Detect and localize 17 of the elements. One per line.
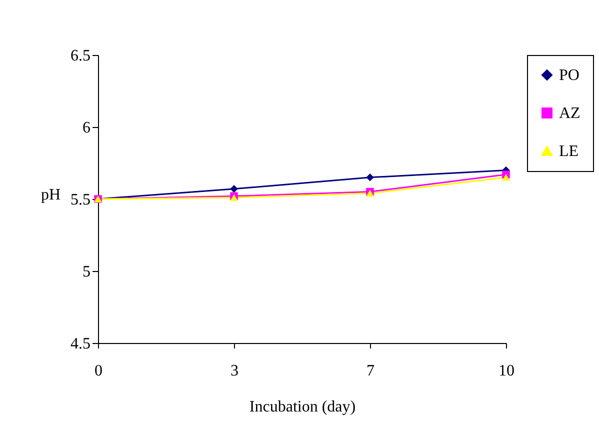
point bbox=[502, 174, 510, 181]
point bbox=[230, 185, 238, 193]
x-tick-label: 0 bbox=[94, 362, 102, 380]
y-tick-label: 6.5 bbox=[70, 48, 90, 64]
x-tick-label: 10 bbox=[498, 362, 514, 380]
y-axis-title: pH bbox=[40, 186, 61, 204]
x-tick-label: 3 bbox=[230, 362, 238, 380]
x-tick-label: 7 bbox=[366, 362, 374, 380]
legend-label: AZ bbox=[559, 105, 580, 122]
y-tick-label: 4.5 bbox=[70, 336, 90, 352]
y-tick-label: 5.5 bbox=[70, 192, 90, 208]
y-tick-label: 6 bbox=[82, 120, 90, 136]
x-axis-title: Incubation (day) bbox=[249, 398, 356, 416]
point bbox=[366, 174, 374, 182]
legend-label: LE bbox=[559, 143, 579, 160]
legend-label: PO bbox=[559, 67, 580, 84]
y-tick-label: 5 bbox=[82, 264, 90, 280]
